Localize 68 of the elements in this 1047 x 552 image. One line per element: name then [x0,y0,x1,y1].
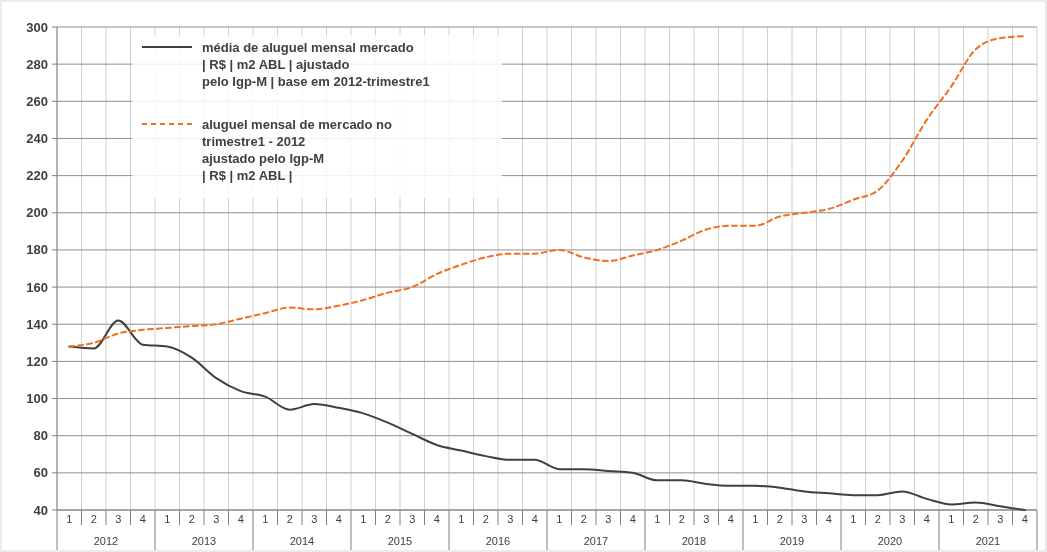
x-tick-label: 2 [678,513,685,525]
x-tick-label: 3 [997,513,1004,525]
x-tick-label: 2 [188,513,195,525]
x-tick-label: 2 [286,513,293,525]
x-tick-label: 4 [923,513,930,525]
x-tick-label: 2 [776,513,783,525]
y-tick-label: 120 [26,353,48,369]
x-tick-label: 3 [507,513,514,525]
x-tick-label: 4 [335,513,342,525]
y-tick-label: 260 [26,93,48,109]
x-tick-label: 1 [164,513,171,525]
y-tick-label: 280 [26,56,48,72]
x-tick-label: 1 [556,513,563,525]
x-tick-label: 3 [801,513,808,525]
text: 2017 [583,535,609,547]
text: 2016 [485,535,511,547]
x-tick-label: 4 [531,513,538,525]
y-tick-label: 300 [26,19,48,35]
text: 2019 [779,535,805,547]
y-tick-label: 200 [26,205,48,221]
y-tick-label: 220 [26,168,48,184]
x-tick-label: 1 [458,513,465,525]
y-tick-label: 160 [26,279,48,295]
x-tick-label: 4 [727,513,734,525]
y-tick-label: 180 [26,242,48,258]
text: 2014 [289,535,315,547]
x-tick-label: 4 [1021,513,1028,525]
line-series [68,319,1026,511]
x-tick-label: 2 [874,513,881,525]
x-tick-label: 1 [654,513,661,525]
text: 2015 [387,535,413,547]
text: 2013 [191,535,217,547]
y-tick-label: 60 [33,465,48,481]
line-series [68,35,1026,348]
x-tick-label: 2 [972,513,979,525]
x-tick-label: 3 [409,513,416,525]
y-tick-label: 40 [33,502,48,518]
x-tick-label: 2 [580,513,587,525]
y-tick-label: 140 [26,316,48,332]
x-tick-label: 3 [213,513,220,525]
x-tick-label: 1 [360,513,367,525]
text: 2020 [877,535,903,547]
y-tick-label: 240 [26,131,48,147]
x-tick-label: 3 [703,513,710,525]
text: 2018 [681,535,707,547]
x-tick-label: 4 [629,513,636,525]
x-tick-label: 3 [899,513,906,525]
x-tick-label: 1 [850,513,857,525]
x-tick-label: 1 [948,513,955,525]
text: 2021 [975,535,1001,547]
x-tick-label: 4 [139,513,146,525]
y-tick-label: 100 [26,391,48,407]
x-tick-label: 2 [384,513,391,525]
x-tick-label: 1 [262,513,269,525]
x-tick-label: 4 [433,513,440,525]
x-tick-label: 2 [90,513,97,525]
x-tick-label: 3 [115,513,122,525]
x-tick-label: 4 [825,513,832,525]
legend-label: média de aluguel mensal mercado | R$ | m2 ABL | ajustado pelo Igp-M | base em 2012-trimestre1 [202,39,430,89]
legend-label: aluguel mensal de mercado no trimestre1 - 2012 ajustado pelo Igp-M | R$ | m2 ABL | [202,116,393,183]
x-tick-label: 1 [752,513,759,525]
x-tick-label: 3 [311,513,318,525]
y-tick-label: 80 [33,428,48,444]
x-tick-label: 4 [237,513,244,525]
text: 2012 [93,535,119,547]
x-tick-label: 1 [66,513,73,525]
x-tick-label: 2 [482,513,489,525]
x-tick-label: 3 [605,513,612,525]
